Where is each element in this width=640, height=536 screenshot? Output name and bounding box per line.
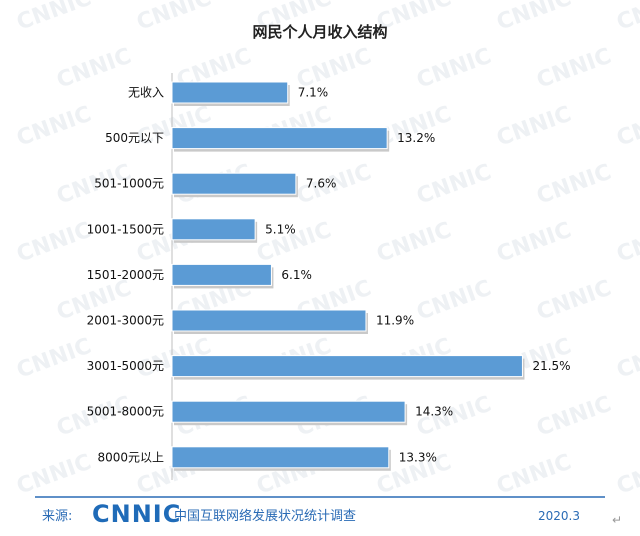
watermark-text: CNNIC: [614, 334, 640, 384]
value-label: 13.3%: [399, 450, 437, 464]
watermark-text: CNNIC: [534, 160, 615, 210]
footer-org-name: 中国互联网络发展状况统计调查: [174, 508, 356, 524]
bar: [171, 309, 367, 332]
watermark-text: CNNIC: [534, 392, 615, 442]
watermark-text: CNNIC: [14, 0, 95, 36]
watermark-text: CNNIC: [494, 102, 575, 152]
watermark-text: CNNIC: [14, 334, 95, 384]
value-label: 7.1%: [298, 86, 329, 100]
watermark-text: CNNIC: [414, 44, 495, 94]
watermark-text: CNNIC: [614, 450, 640, 500]
watermark-text: CNNIC: [374, 218, 455, 268]
bar: [171, 81, 289, 104]
watermark-text: CNNIC: [614, 218, 640, 268]
chart-title: 网民个人月收入结构: [252, 23, 387, 41]
watermark-text: CNNIC: [54, 44, 135, 94]
value-label: 7.6%: [306, 177, 337, 191]
value-label: 6.1%: [281, 268, 312, 282]
category-label: 5001-8000元: [87, 405, 164, 419]
watermark-text: CNNIC: [414, 276, 495, 326]
value-label: 14.3%: [415, 405, 453, 419]
bar: [171, 218, 256, 241]
category-label: 8000元以上: [97, 450, 164, 464]
watermark-text: CNNIC: [494, 218, 575, 268]
watermark-text: CNNIC: [14, 450, 95, 500]
value-label: 21.5%: [532, 359, 570, 373]
plot-area: 无收入 7.1% 500元以下 13.2% 501-1000元 7.6% 1001-1500…: [87, 73, 571, 480]
category-label: 3001-5000元: [87, 359, 164, 373]
bar: [171, 355, 523, 378]
category-label: 1001-1500元: [87, 222, 164, 236]
bar: [171, 127, 388, 150]
watermark-text: CNNIC: [534, 44, 615, 94]
footer-source-label: 来源:: [42, 509, 72, 524]
category-label: 501-1000元: [94, 177, 164, 191]
watermark-text: CNNIC: [614, 102, 640, 152]
bar: [171, 263, 272, 286]
value-label: 11.9%: [376, 314, 414, 328]
watermark-text: CNNIC: [14, 218, 95, 268]
watermark-text: CNNIC: [534, 276, 615, 326]
bar: [171, 172, 297, 195]
category-label: 无收入: [128, 86, 164, 100]
return-mark-icon: ↵: [612, 513, 622, 527]
watermark-text: CNNIC: [14, 102, 95, 152]
value-label: 13.2%: [397, 131, 435, 145]
watermark-text: CNNIC: [134, 0, 215, 36]
bar: [171, 446, 390, 469]
category-label: 2001-3000元: [87, 314, 164, 328]
watermark-text: CNNIC: [414, 160, 495, 210]
cnnic-logo: CNNIC: [92, 500, 181, 528]
category-label: 500元以下: [105, 131, 164, 145]
footer-date: 2020.3: [538, 509, 580, 523]
watermark-text: CNNIC: [494, 0, 575, 36]
watermark-text: CNNIC: [494, 450, 575, 500]
watermark-text: CNNIC: [614, 0, 640, 36]
category-label: 1501-2000元: [87, 268, 164, 282]
bar: [171, 400, 406, 423]
value-label: 5.1%: [265, 222, 296, 236]
